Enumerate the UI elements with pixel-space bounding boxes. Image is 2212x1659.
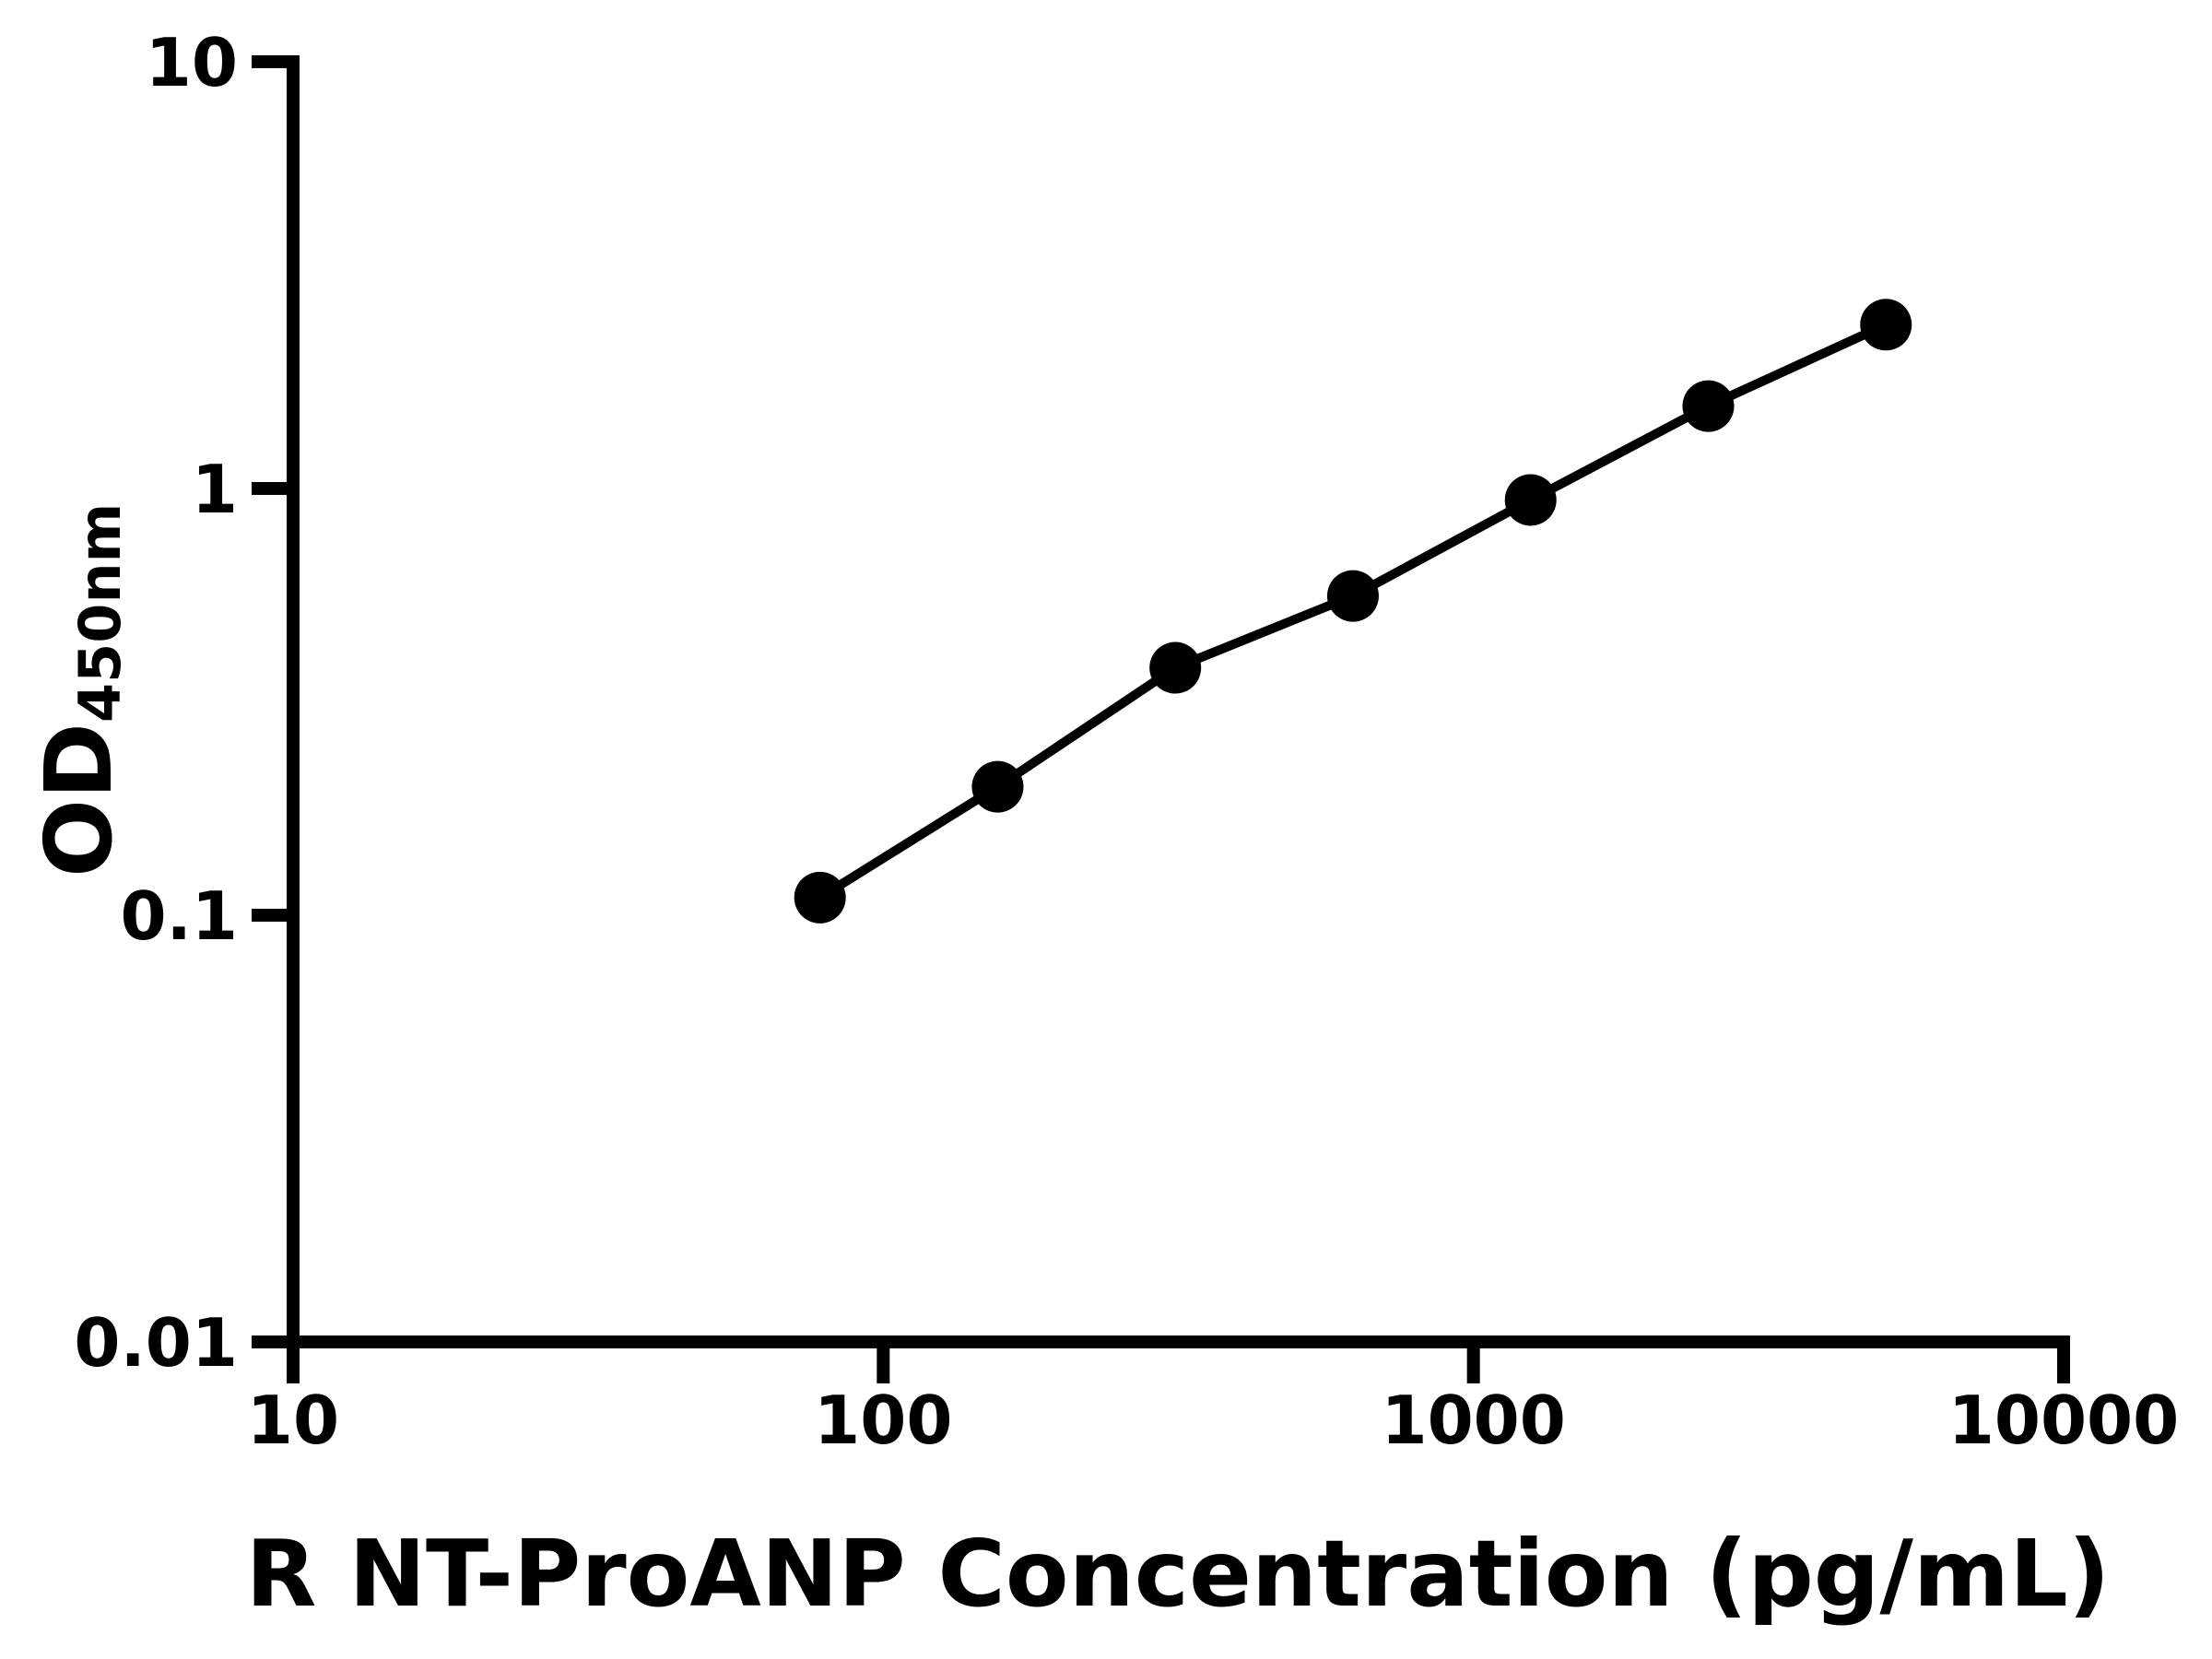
x-tick-label: 10 xyxy=(247,1382,339,1459)
y-axis-title-main: OD xyxy=(25,723,133,877)
data-point xyxy=(1326,570,1379,622)
x-tick-label: 10000 xyxy=(1948,1382,2180,1459)
y-tick-label: 1 xyxy=(192,451,238,528)
data-point xyxy=(1149,641,1202,694)
x-tick-label: 1000 xyxy=(1381,1382,1565,1459)
x-axis-title: R NT-ProANP Concentration (pg/mL) xyxy=(246,1520,2111,1628)
data-point xyxy=(1860,299,1912,351)
data-point xyxy=(794,871,846,924)
x-tick-label: 100 xyxy=(814,1382,952,1459)
data-point xyxy=(971,760,1024,813)
axes xyxy=(252,55,2070,1383)
data-series xyxy=(794,299,1912,924)
y-axis-title-subscript: 450nm xyxy=(66,503,134,723)
data-point xyxy=(1504,474,1557,526)
y-tick-label: 0.01 xyxy=(74,1304,238,1382)
y-tick-label: 10 xyxy=(146,24,238,101)
tick-labels: 10 100 1000 10000 10 1 0.1 0.01 xyxy=(74,24,2179,1459)
y-axis-title: OD450nm xyxy=(25,503,134,877)
data-point xyxy=(1682,380,1735,432)
y-tick-label: 0.1 xyxy=(120,877,238,955)
